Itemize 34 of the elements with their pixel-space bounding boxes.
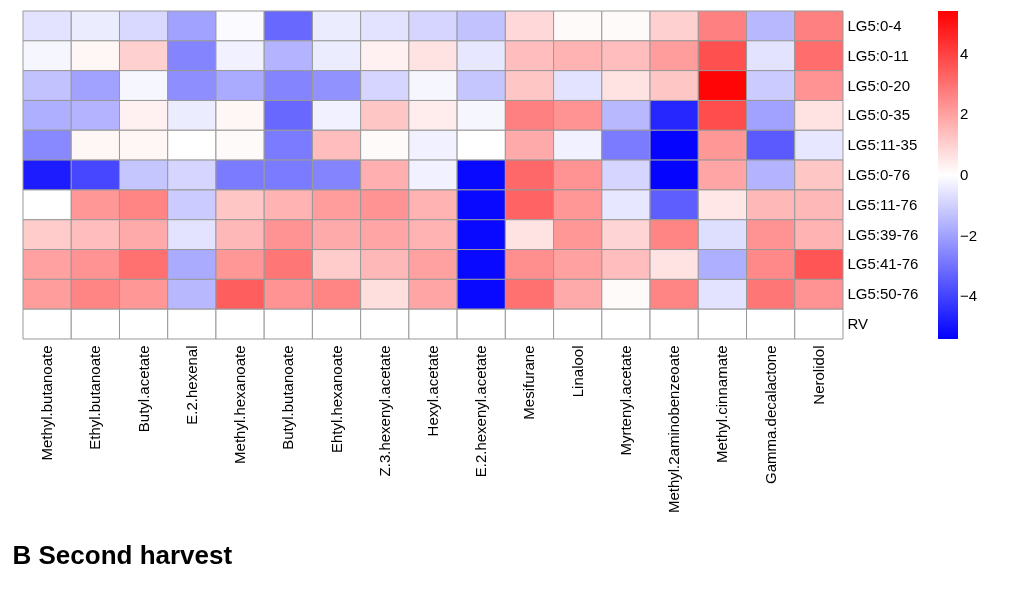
x-tick-label: Z.3.hexenyl.acetate — [375, 345, 393, 477]
y-tick-label: LG5:0-20 — [847, 76, 911, 94]
x-tick-label: Nerolidol — [809, 345, 827, 405]
y-tick-label: RV — [847, 315, 869, 333]
text: B Second harvest — [12, 539, 233, 570]
x-tick-label: E.2.hexenyl.acetate — [472, 345, 490, 478]
y-tick-label: LG5:0-11 — [847, 46, 909, 64]
x-tick-label: Butyl.acetate — [134, 345, 152, 433]
x-tick-label: Ethyl.butanoate — [86, 345, 104, 450]
x-tick-label: Methyl.hexanoate — [231, 345, 249, 464]
x-tick-label: Gamma.decalactone — [761, 345, 779, 484]
color-bar-label: −2 — [960, 226, 978, 244]
x-tick-label: E.2.hexenal — [182, 345, 200, 425]
color-bar-label: 0 — [960, 166, 969, 183]
x-tick-label: Ehtyl.hexanoate — [327, 345, 345, 454]
x-tick-label: Butyl.butanoate — [279, 345, 297, 450]
x-tick-label: Methyl.2aminobenzeoate — [665, 345, 683, 514]
y-tick-label: LG5:0-4 — [847, 16, 902, 34]
x-tick-label: Methyl.butanoate — [38, 345, 56, 461]
y-tick-label: LG5:41-76 — [847, 255, 919, 273]
color-bar-label: 2 — [960, 105, 969, 123]
x-tick-label: Hexyl.acetate — [424, 345, 441, 437]
x-tick-label: Methyl.cinnamate — [713, 345, 731, 464]
x-tick-label: Linalool — [568, 345, 586, 398]
y-tick-label: LG5:11-35 — [847, 136, 918, 154]
y-tick-label: LG5:11-76 — [847, 195, 918, 213]
color-bar-label: −4 — [960, 287, 978, 305]
y-tick-label: LG5:0-76 — [847, 166, 911, 183]
y-tick-label: LG5:0-35 — [847, 106, 911, 124]
x-tick-label: Myrtenyl.acetate — [616, 345, 634, 456]
x-tick-label: Mesifurane — [520, 345, 538, 420]
y-tick-label: LG5:39-76 — [847, 225, 919, 243]
y-tick-label: LG5:50-76 — [847, 285, 919, 303]
color-bar-label: 4 — [960, 44, 969, 62]
